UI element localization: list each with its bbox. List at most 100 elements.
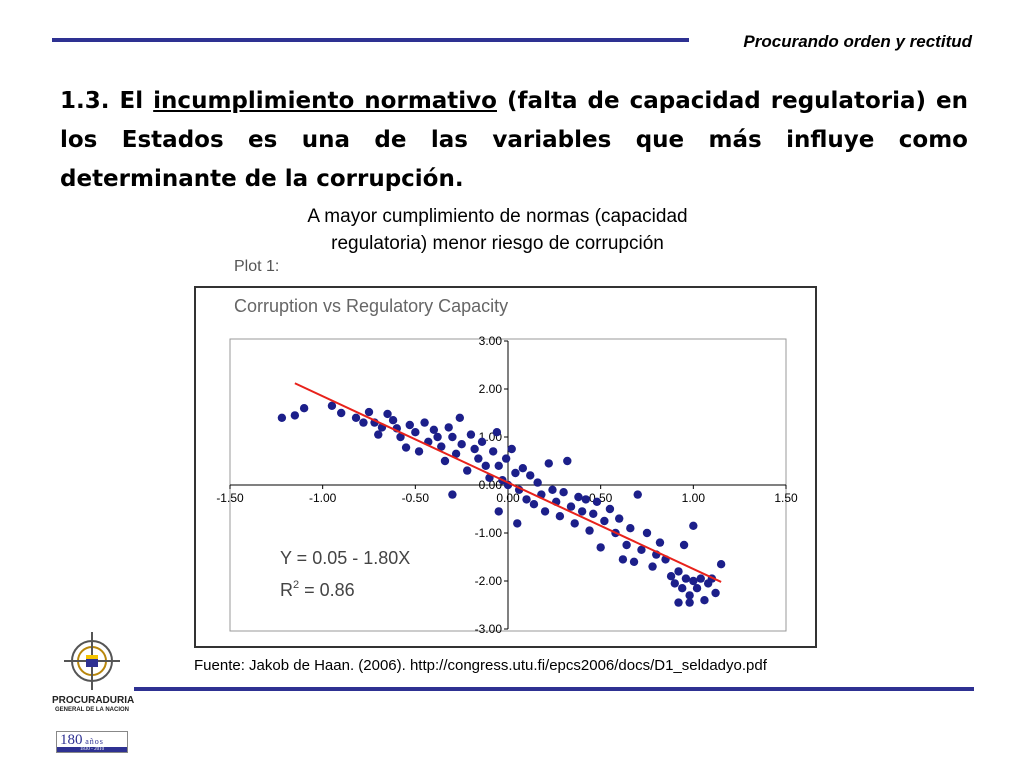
logo-years-suffix: años (85, 737, 104, 746)
data-point (596, 543, 605, 552)
data-point (592, 497, 602, 506)
data-point (437, 442, 446, 451)
data-point (577, 507, 587, 516)
r-squared-sup: 2 (293, 579, 299, 591)
data-point (716, 560, 726, 569)
data-point (674, 598, 683, 607)
y-tick-label: 2.00 (479, 382, 503, 396)
data-point (351, 413, 361, 422)
data-point (411, 428, 420, 437)
data-point (533, 478, 542, 487)
scatter-chart: -1.50 -1.00 -0.50 0.00 0.50 1.00 1.503.002.001… (216, 334, 798, 636)
data-point (642, 528, 652, 538)
regression-line-group (294, 382, 722, 583)
data-point (405, 420, 414, 430)
data-point (678, 584, 687, 593)
data-point (585, 526, 594, 535)
data-point (488, 447, 498, 456)
data-point (455, 413, 465, 422)
data-point (544, 459, 553, 468)
data-point (555, 512, 565, 521)
axes: -1.50 -1.00 -0.50 0.00 0.50 1.00 1.503.002.001… (216, 334, 798, 636)
data-point (689, 521, 698, 530)
data-point (429, 425, 439, 434)
data-point (605, 504, 615, 514)
data-point (277, 413, 287, 422)
data-point (414, 447, 424, 456)
data-point (513, 519, 522, 528)
data-point (615, 514, 624, 523)
x-tick-label: -1.00 (309, 491, 337, 505)
plot-label: Plot 1: (234, 258, 280, 275)
data-point (681, 574, 691, 583)
data-point (563, 456, 572, 466)
data-point (507, 444, 516, 454)
data-point (457, 440, 466, 449)
caption-line-1: A mayor cumplimiento de normas (capacida… (307, 206, 688, 227)
data-point (696, 574, 705, 583)
data-point (463, 466, 472, 475)
heading-underlined: incumplimiento normativo (153, 88, 497, 114)
data-point (299, 404, 309, 413)
footer-rule (134, 687, 974, 691)
x-tick-label: 1.50 (774, 491, 798, 505)
data-point (581, 495, 591, 504)
heading-prefix: 1.3. El (60, 88, 154, 114)
data-point (327, 401, 337, 410)
data-point (622, 540, 631, 550)
data-point (481, 461, 490, 470)
y-tick-label: 0.00 (479, 478, 503, 492)
data-point (637, 545, 646, 554)
data-point (529, 500, 539, 509)
data-point (466, 430, 476, 439)
y-tick-label: -2.00 (475, 574, 503, 588)
x-tick-label: -1.50 (216, 491, 244, 505)
data-point (711, 588, 720, 598)
r-squared-suffix: = 0.86 (299, 580, 355, 600)
data-point (570, 519, 579, 528)
data-point (648, 562, 657, 571)
logo-years-badge: 180 años 1830 - 2010 (56, 731, 128, 753)
source-citation: Fuente: Jakob de Haan. (2006). http://co… (194, 657, 767, 674)
r-squared: R2 = 0.86 (280, 579, 355, 600)
data-point (388, 416, 398, 425)
logo-name: PROCURADURIA GENERAL DE LA NACION (52, 695, 135, 714)
plot-title: Corruption vs Regulatory Capacity (234, 296, 509, 316)
data-point (629, 557, 639, 566)
data-point (401, 443, 411, 452)
data-point (501, 454, 511, 463)
data-point (670, 579, 679, 588)
data-point (511, 468, 520, 478)
plot-frame (194, 286, 817, 648)
data-point (364, 407, 374, 417)
data-point (685, 598, 694, 607)
data-point (383, 409, 392, 419)
data-point (574, 492, 583, 502)
data-point (396, 432, 405, 442)
data-point (337, 408, 346, 418)
slide-heading: 1.3. El incumplimiento normativo (falta … (60, 82, 968, 199)
data-point (692, 584, 702, 593)
r-squared-prefix: R (280, 580, 293, 600)
x-tick-label: 0.00 (496, 491, 520, 505)
data-point (548, 485, 557, 494)
caption-line-2: regulatoria) menor riesgo de corrupción (331, 233, 664, 254)
x-tick-label: -0.50 (402, 491, 430, 505)
data-point (518, 464, 528, 473)
data-point (674, 567, 683, 576)
data-point (440, 456, 450, 466)
data-point (618, 555, 628, 564)
data-point (666, 572, 676, 581)
data-point (470, 444, 479, 454)
data-point (433, 432, 442, 442)
logo-name-line1: PROCURADURIA (52, 695, 135, 706)
logo-years-number: 180 (60, 732, 83, 748)
data-point (420, 418, 429, 427)
data-point (448, 490, 457, 499)
y-tick-label: -1.00 (475, 526, 503, 540)
data-point (685, 591, 694, 600)
data-point (679, 540, 689, 550)
data-point (589, 509, 598, 518)
data-point (494, 507, 503, 516)
data-point (444, 423, 453, 432)
